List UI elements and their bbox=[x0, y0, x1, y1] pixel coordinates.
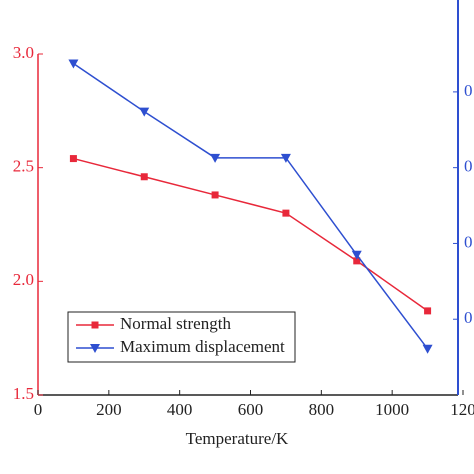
data-point bbox=[282, 209, 290, 217]
y-tick-label: 3.0 bbox=[13, 43, 34, 62]
x-tick-label: 400 bbox=[167, 400, 193, 419]
data-point bbox=[211, 191, 219, 199]
y2-tick-label: 0 bbox=[464, 308, 473, 327]
x-tick-label: 120 bbox=[450, 400, 474, 419]
y-tick-label: 2.5 bbox=[13, 157, 34, 176]
x-axis-label: Temperature/K bbox=[186, 429, 289, 448]
legend-label: Maximum displacement bbox=[120, 337, 285, 356]
y2-tick-label: 0 bbox=[464, 157, 473, 176]
data-point bbox=[140, 173, 148, 181]
data-point bbox=[353, 257, 361, 265]
y2-tick-label: 0 bbox=[464, 232, 473, 251]
y2-tick-label: 0 bbox=[464, 81, 473, 100]
legend-box bbox=[67, 311, 296, 363]
x-tick-label: 200 bbox=[96, 400, 122, 419]
data-point bbox=[139, 107, 150, 117]
data-point bbox=[424, 307, 432, 315]
x-tick-label: 0 bbox=[34, 400, 43, 419]
series-line bbox=[73, 157, 429, 312]
data-point bbox=[280, 153, 291, 163]
y-tick-label: 2.0 bbox=[13, 270, 34, 289]
data-point bbox=[210, 153, 221, 163]
legend-marker bbox=[91, 321, 99, 329]
series-line bbox=[72, 62, 429, 350]
data-point bbox=[351, 250, 362, 260]
legend-label: Normal strength bbox=[120, 314, 231, 333]
data-point bbox=[68, 59, 79, 69]
data-point bbox=[422, 344, 433, 354]
x-tick-label: 800 bbox=[309, 400, 335, 419]
legend-marker bbox=[90, 344, 100, 353]
x-tick-label: 1000 bbox=[375, 400, 409, 419]
y-tick-label: 1.5 bbox=[13, 384, 34, 403]
data-point bbox=[69, 155, 77, 163]
x-tick-label: 600 bbox=[238, 400, 264, 419]
